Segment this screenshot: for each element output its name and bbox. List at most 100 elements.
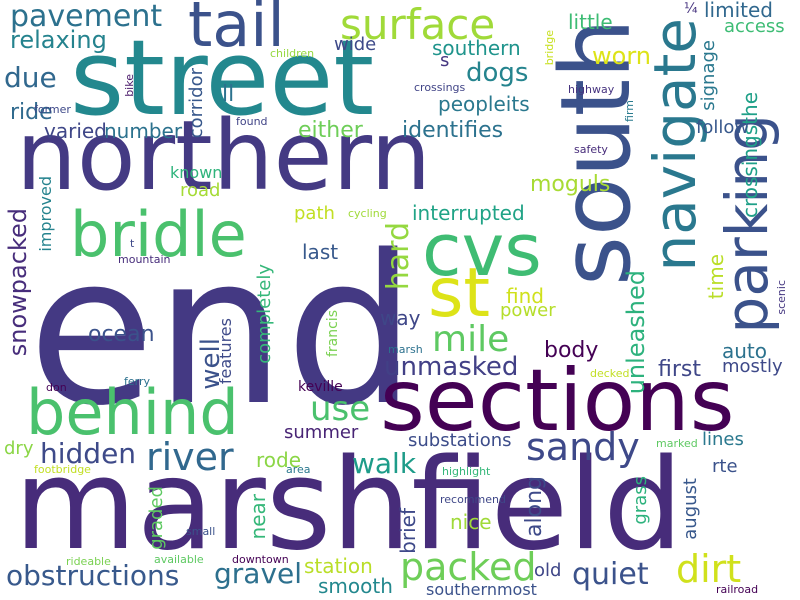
word-children: children: [270, 47, 315, 60]
word-nice: nice: [450, 510, 492, 534]
word-small: small: [186, 525, 216, 538]
word-ride: ride: [10, 100, 53, 125]
word-marked: marked: [656, 437, 698, 450]
word-bridle: bridle: [70, 198, 247, 271]
word-former: former: [34, 103, 71, 116]
word-near: near: [246, 494, 270, 540]
word-interrupted: interrupted: [412, 201, 525, 225]
word-highway: highway: [568, 83, 615, 96]
word-decked: decked: [590, 367, 630, 380]
word-available: available: [154, 553, 204, 566]
word-rte: rte: [712, 456, 738, 477]
word-bike: bike: [123, 74, 136, 97]
word-bridge: bridge: [543, 30, 556, 66]
word-scenic: scenic: [775, 280, 788, 315]
word-st: st: [428, 254, 491, 333]
word-graded: graded: [146, 486, 167, 550]
word-station: station: [304, 554, 373, 578]
word-relaxing: relaxing: [10, 26, 107, 54]
word-power: power: [500, 300, 556, 321]
word-walk: walk: [352, 447, 417, 480]
word-road: road: [180, 180, 221, 201]
word-ll: ll: [222, 82, 235, 107]
word-varied: varied: [44, 119, 107, 143]
word-sections: sections: [380, 351, 735, 451]
word-use: use: [310, 389, 371, 429]
word-navigate: navigate: [641, 18, 709, 272]
word-packed: packed: [400, 545, 537, 589]
word-little: little: [568, 10, 613, 34]
word-safety: safety: [574, 143, 608, 156]
word-path: path: [294, 203, 335, 224]
word-railroad: railroad: [716, 583, 759, 596]
word-smooth: smooth: [318, 574, 393, 598]
word-francis: francis: [325, 310, 341, 358]
word-summer: summer: [284, 422, 359, 443]
word-snowpacked: snowpacked: [4, 208, 32, 357]
word-sandy: sandy: [526, 425, 640, 469]
word-access: access: [724, 16, 785, 37]
word-auto: auto: [722, 339, 768, 363]
word-southernmost: southernmost: [426, 580, 537, 599]
word-don: don: [46, 381, 67, 394]
word-along: along: [522, 476, 547, 537]
word-dry: dry: [4, 438, 34, 459]
word-known: known: [170, 163, 223, 182]
word-ocean: ocean: [88, 322, 155, 347]
word-wide: wide: [334, 34, 377, 55]
word-moguls: moguls: [530, 172, 611, 197]
word-s: s: [440, 50, 450, 71]
word-body: body: [544, 338, 599, 363]
word-improved: improved: [36, 176, 55, 252]
word-way: way: [380, 306, 421, 330]
word-either: either: [298, 118, 363, 143]
word-crossingsthe: crossingsthe: [738, 92, 762, 219]
word-rideable: rideable: [66, 555, 111, 568]
word-dirt: dirt: [676, 547, 742, 591]
word-mile: mile: [432, 319, 510, 360]
word-highlight: highlight: [442, 465, 491, 478]
word-follow: follow: [696, 117, 750, 138]
word-mountain: mountain: [118, 253, 171, 266]
word-northern: northern: [16, 100, 432, 212]
word-hard: hard: [381, 222, 416, 291]
word-mostly: mostly: [722, 356, 783, 377]
word-downtown: downtown: [232, 553, 289, 566]
word-grass: grass: [630, 476, 651, 525]
word-due: due: [4, 61, 57, 94]
word-keville: keville: [298, 379, 343, 395]
word-footbridge: footbridge: [34, 463, 91, 476]
word-street: street: [70, 17, 375, 139]
word-hidden: hidden: [40, 437, 137, 470]
word-last: last: [302, 240, 339, 264]
word-river: river: [146, 435, 234, 479]
word-corridor: corridor: [186, 68, 207, 139]
word-number: number: [104, 119, 183, 143]
word-first: first: [658, 357, 701, 382]
word-august: august: [680, 478, 701, 540]
word-dogs: dogs: [466, 58, 529, 88]
word-recommend: recommend: [440, 493, 506, 506]
word-crossings: crossings: [414, 81, 466, 94]
word-signage: signage: [698, 40, 719, 111]
word-marsh: marsh: [388, 343, 423, 356]
word-rode: rode: [256, 448, 302, 472]
word-worn: worn: [592, 42, 651, 70]
word-substations: substations: [408, 430, 512, 451]
word-surface: surface: [340, 0, 496, 49]
word-t: t: [130, 237, 135, 250]
word-pavement: pavement: [10, 0, 163, 34]
word-unmasked: unmasked: [384, 352, 519, 382]
word-quiet: quiet: [572, 557, 649, 592]
word-firm: firm: [623, 100, 636, 122]
word-end: end: [28, 211, 417, 451]
word-old: old: [534, 560, 562, 581]
word-brief: brief: [396, 508, 420, 554]
word-marshfield: marshfield: [14, 431, 684, 578]
word-time: time: [704, 254, 728, 300]
word-tail: tail: [188, 0, 285, 61]
word-find: find: [506, 284, 544, 308]
word-area: area: [286, 463, 311, 476]
word-lines: lines: [702, 429, 744, 450]
